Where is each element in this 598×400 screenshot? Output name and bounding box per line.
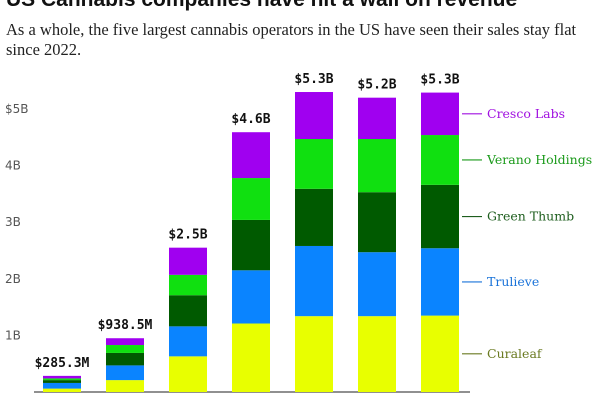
bar-segment-green-thumb: [232, 219, 270, 271]
bar-segment-curaleaf: [421, 315, 459, 392]
bar-segment-verano-holdings: [232, 178, 270, 220]
bar-segment-cresco-labs: [232, 132, 270, 179]
bar-segment-verano-holdings: [421, 135, 459, 185]
bar-segment-cresco-labs: [421, 92, 459, 136]
bar-segment-trulieve: [232, 270, 270, 324]
y-tick-label: 2B: [5, 272, 21, 286]
bar-segment-cresco-labs: [358, 97, 396, 139]
bar-segment-cresco-labs: [169, 247, 207, 275]
bar-segment-curaleaf: [358, 316, 396, 392]
bar-total-label: $5.3B: [420, 73, 459, 88]
bar-segment-trulieve: [106, 365, 144, 381]
legend: Curaleaf Trulieve Green Thumb Verano Holdin…: [462, 106, 592, 361]
bar-total-label: $5.2B: [357, 78, 396, 93]
bar-segment-trulieve: [295, 245, 333, 317]
bar-segment-green-thumb: [421, 184, 459, 249]
bar-segment-green-thumb: [169, 295, 207, 327]
bars: [43, 92, 459, 392]
bar-segment-curaleaf: [295, 316, 333, 392]
bar-total-label: $4.6B: [231, 112, 270, 127]
bar-segment-trulieve: [43, 382, 81, 389]
bar-total-label: $2.5B: [168, 228, 207, 243]
bar-segment-curaleaf: [43, 388, 81, 392]
legend-label-curaleaf: Curaleaf: [487, 346, 543, 361]
bar-segment-curaleaf: [169, 356, 207, 392]
y-tick-label: 4B: [5, 159, 21, 173]
y-tick-label: 3B: [5, 215, 21, 229]
bar-segment-verano-holdings: [358, 138, 396, 193]
bar-total-label: $5.3B: [294, 72, 333, 87]
bar-total-label: $285.3M: [35, 356, 90, 371]
bar-segment-trulieve: [358, 252, 396, 317]
bar-totals: $285.3M $938.5M $2.5B $4.6B $5.3B $5.2B $5.3B: [35, 72, 460, 371]
bar-segment-verano-holdings: [106, 345, 144, 353]
y-tick-label: $5B: [5, 102, 29, 116]
bar-segment-verano-holdings: [43, 378, 81, 381]
y-tick-label: 1B: [5, 328, 21, 342]
bar-segment-trulieve: [169, 326, 207, 357]
legend-label-trulieve: Trulieve: [487, 274, 539, 289]
bar-segment-green-thumb: [295, 188, 333, 246]
legend-label-verano-holdings: Verano Holdings: [486, 152, 592, 167]
bar-segment-verano-holdings: [169, 274, 207, 296]
bar-segment-cresco-labs: [43, 375, 81, 379]
chart-title: US Cannabis companies have hit a wall on…: [6, 0, 517, 12]
bar-segment-verano-holdings: [295, 138, 333, 189]
bar-segment-curaleaf: [106, 380, 144, 392]
chart-subtitle: As a whole, the five largest cannabis op…: [6, 20, 577, 59]
bar-segment-cresco-labs: [106, 338, 144, 346]
bar-total-label: $938.5M: [98, 318, 153, 333]
legend-label-cresco-labs: Cresco Labs: [487, 106, 565, 121]
bar-segment-green-thumb: [358, 192, 396, 253]
bar-segment-green-thumb: [106, 352, 144, 366]
y-axis: 1B 2B 3B 4B $5B: [5, 102, 29, 342]
bar-segment-green-thumb: [43, 380, 81, 383]
legend-label-green-thumb: Green Thumb: [487, 209, 574, 224]
bar-segment-cresco-labs: [295, 92, 333, 139]
bar-segment-curaleaf: [232, 323, 270, 392]
bar-segment-trulieve: [421, 248, 459, 316]
